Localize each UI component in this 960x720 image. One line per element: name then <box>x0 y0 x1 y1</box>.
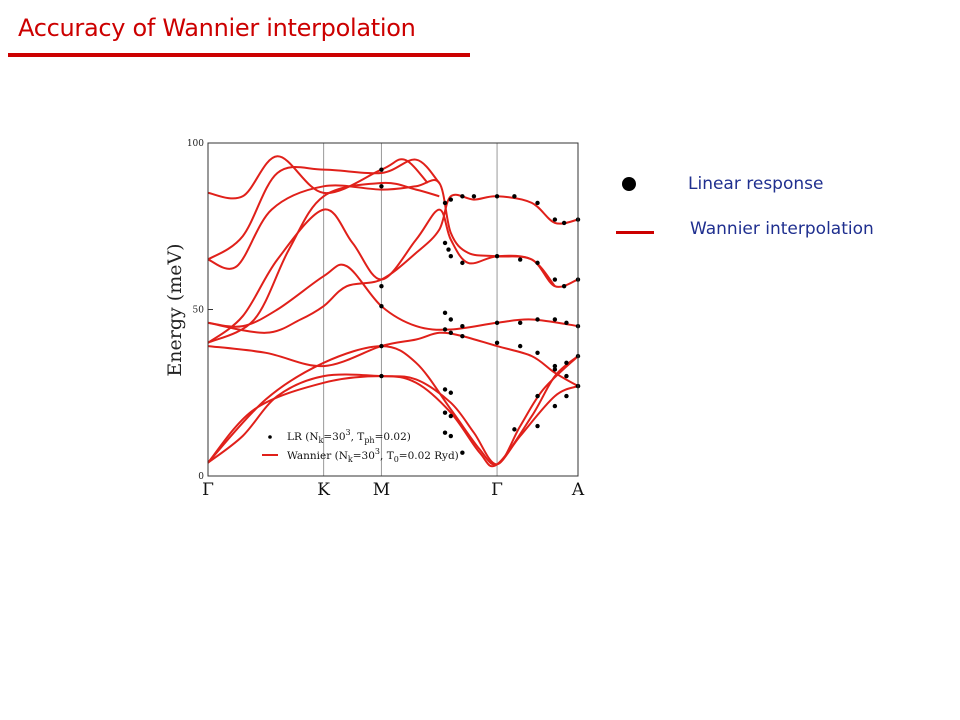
lr-point <box>494 254 500 259</box>
lr-point <box>535 200 540 206</box>
y-tick-label: 0 <box>198 472 204 482</box>
tick-layer: 0 50 100 Γ K M Γ A <box>187 139 585 500</box>
lr-point <box>564 360 569 365</box>
slide-title: Accuracy of Wannier interpolation <box>18 14 416 42</box>
lr-point <box>535 260 540 266</box>
lr-point <box>460 194 465 199</box>
x-tick-label: K <box>317 480 330 500</box>
grid-layer <box>323 143 498 476</box>
lr-point <box>552 367 558 372</box>
lr-point <box>517 343 523 349</box>
lr-point <box>535 350 540 355</box>
lr-point <box>564 393 569 399</box>
lr-point <box>379 303 384 309</box>
lr-point <box>460 333 465 339</box>
legend-line-icon <box>616 231 654 234</box>
lr-point <box>517 257 523 262</box>
wannier-band-0 <box>207 345 579 466</box>
lr-point <box>379 167 384 172</box>
lr-point <box>564 320 569 326</box>
wannier-band-5 <box>207 193 579 334</box>
title-underline <box>8 53 470 57</box>
lr-point <box>471 194 477 199</box>
lr-point <box>535 423 540 429</box>
lr-point <box>448 317 454 322</box>
lr-point <box>564 373 569 379</box>
x-tick-label: Γ <box>491 480 503 500</box>
wannier-band-6 <box>207 208 579 344</box>
lr-point <box>494 320 500 326</box>
lr-point <box>448 433 454 439</box>
inner-legend-dot <box>268 435 272 439</box>
lr-point <box>552 403 558 409</box>
lr-point <box>442 310 448 316</box>
lr-point <box>442 387 448 392</box>
lr-point <box>535 393 540 399</box>
wannier-band-3 <box>207 331 579 387</box>
lr-point <box>460 323 465 329</box>
lr-point <box>442 430 448 435</box>
lr-point <box>379 184 384 189</box>
wannier-curves <box>207 155 579 468</box>
lr-point <box>460 260 465 266</box>
lr-point <box>552 217 558 222</box>
lr-point <box>552 363 558 369</box>
lr-point <box>442 327 448 332</box>
lr-point <box>446 247 451 252</box>
lr-point <box>460 450 465 455</box>
x-tick-label: A <box>571 480 585 500</box>
inner-legend-lr: LR (Nk=303, Tph=0.02) <box>287 428 411 445</box>
lr-point <box>448 413 454 419</box>
lr-point <box>448 390 454 395</box>
wannier-band-2 <box>207 355 579 466</box>
y-axis-label: Energy (meV) <box>164 243 186 376</box>
lr-point <box>448 197 454 202</box>
lr-point <box>535 317 540 322</box>
lr-point <box>379 343 384 349</box>
inner-legend-wannier: Wannier (Nk=303, T0=0.02 Ryd) <box>287 447 459 464</box>
lr-point <box>442 240 448 246</box>
wannier-band-9 <box>207 155 429 200</box>
inner-legend: LR (Nk=303, Tph=0.02) Wannier (Nk=303, T… <box>262 428 459 464</box>
lr-point <box>442 410 448 415</box>
legend-wannier-interpolation: Wannier interpolation <box>690 219 874 239</box>
y-tick-label: 100 <box>187 139 204 149</box>
lr-point <box>517 320 523 326</box>
lr-point <box>561 283 567 289</box>
lr-points <box>379 167 581 455</box>
wannier-band-1 <box>207 355 579 468</box>
lr-point <box>379 373 384 379</box>
x-tick-label: Γ <box>202 480 214 500</box>
legend-dot-icon <box>622 177 636 191</box>
y-tick-label: 50 <box>193 306 205 316</box>
lr-point <box>379 283 384 289</box>
wannier-band-4 <box>207 263 579 331</box>
x-tick-label: M <box>373 480 390 500</box>
lr-point <box>552 277 558 282</box>
lr-point <box>561 220 567 226</box>
wannier-band-8 <box>207 158 441 261</box>
lr-point <box>512 427 517 432</box>
legend-linear-response: Linear response <box>688 174 824 194</box>
wannier-band-10 <box>207 181 440 344</box>
lr-point <box>512 194 517 199</box>
lr-point <box>448 330 454 336</box>
lr-point <box>448 254 454 259</box>
lr-point <box>494 340 500 345</box>
lr-point <box>552 317 558 322</box>
lr-point <box>442 200 448 206</box>
lr-point <box>494 194 500 199</box>
